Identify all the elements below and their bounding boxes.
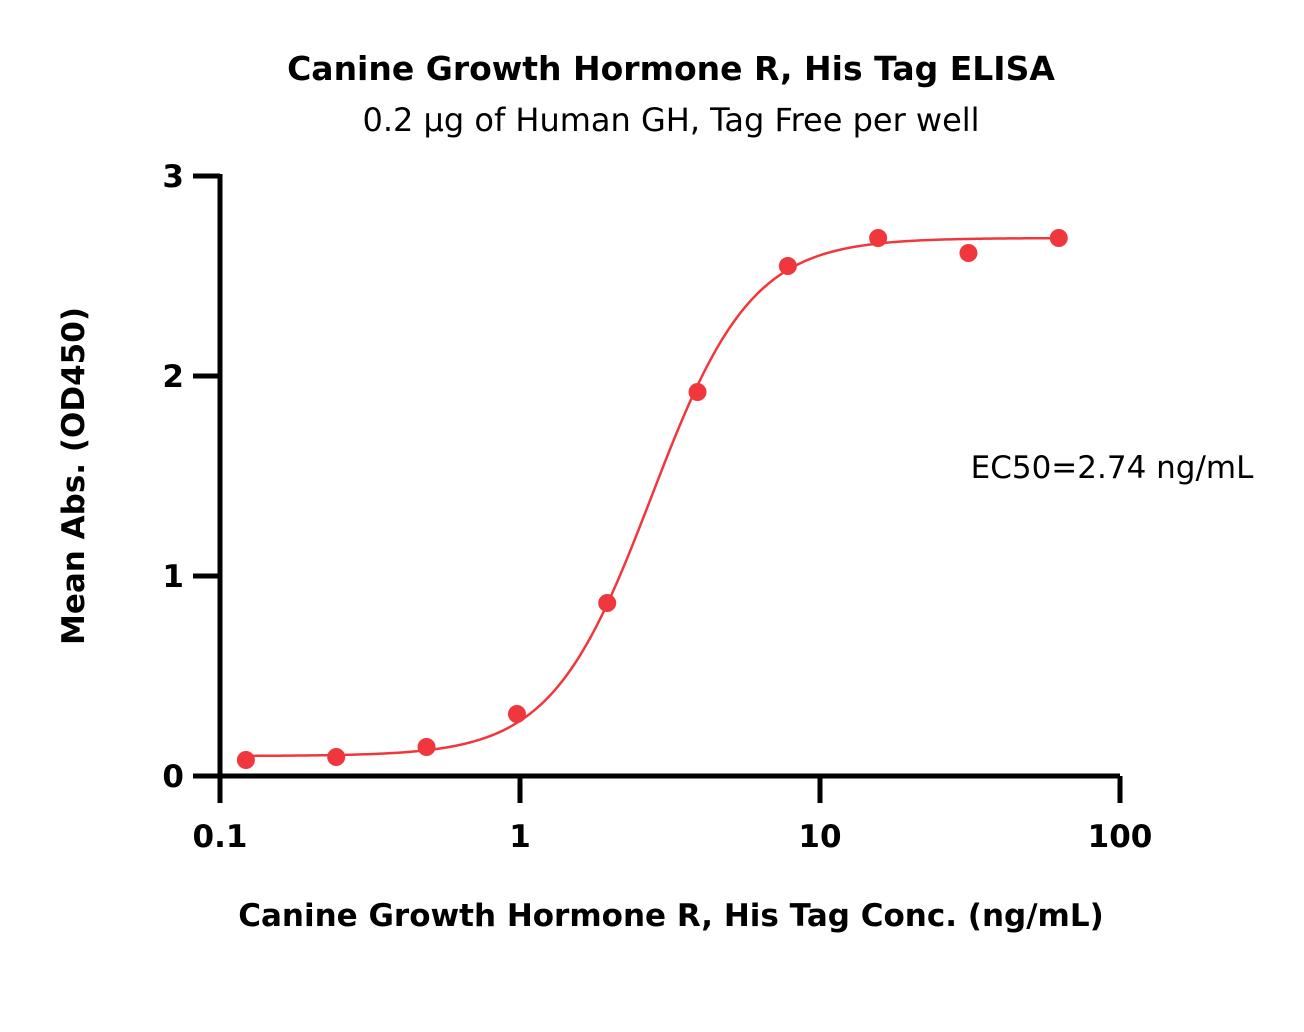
axes: 0 1 2 3 0.1 1 10 100 [162,159,1152,855]
chart-subtitle: 0.2 µg of Human GH, Tag Free per well [362,101,979,139]
y-tick-label: 0 [162,759,184,795]
fit-curve [245,236,1059,758]
data-point [417,738,436,756]
data-point [598,594,617,612]
x-tick-label: 10 [798,819,841,855]
chart-title: Canine Growth Hormone R, His Tag ELISA [287,49,1055,88]
data-point [778,257,797,275]
data-point [507,705,526,723]
y-tick-label: 2 [162,359,184,395]
data-point [327,748,346,766]
data-points-layer [236,229,1068,769]
ec50-annotation: EC50=2.74 ng/mL [971,450,1254,486]
data-point [1049,229,1068,247]
data-point [236,751,255,769]
data-point [959,244,978,262]
y-axis-label: Mean Abs. (OD450) [56,307,92,645]
data-point [688,383,707,401]
x-tick-label: 100 [1088,819,1153,855]
y-tick-label: 3 [162,159,184,195]
x-tick-label: 1 [509,819,531,855]
x-tick-label: 0.1 [193,819,248,855]
y-tick-label: 1 [162,559,184,595]
fit-curve-layer [245,236,1059,758]
x-axis-label: Canine Growth Hormone R, His Tag Conc. (… [238,898,1104,934]
data-point [869,229,888,247]
